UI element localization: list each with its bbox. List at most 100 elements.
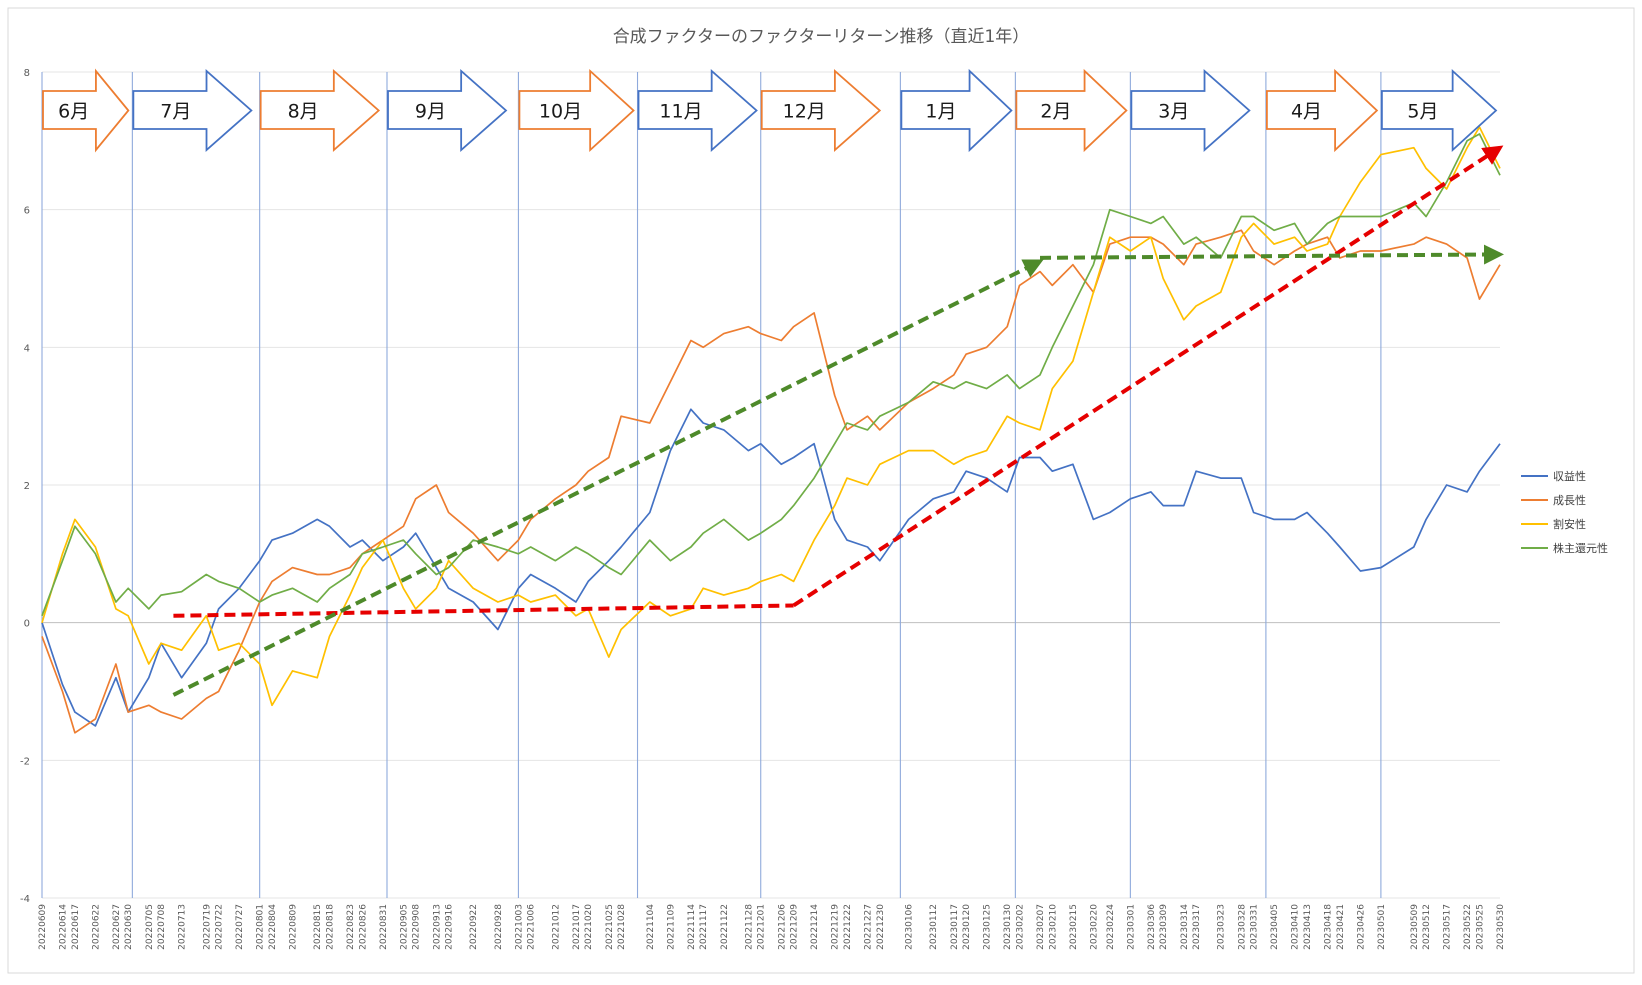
y-tick-label: -4	[20, 894, 30, 905]
month-arrow-9: 3月	[1130, 69, 1251, 152]
x-tick-label: 20220928	[494, 904, 504, 950]
series-line-3	[41, 133, 1501, 617]
month-arrow-shape	[1381, 68, 1498, 153]
x-tick-label: 20230215	[1069, 904, 1079, 950]
x-tick-label: 20230130	[1003, 904, 1013, 950]
trend-arrow-0	[173, 603, 794, 618]
x-tick-label: 20230525	[1475, 904, 1485, 950]
y-tick-label: 0	[24, 619, 30, 630]
x-tick-label: 20221227	[864, 904, 874, 950]
x-tick-label: 20220823	[346, 904, 356, 950]
x-tick-label: 20230106	[905, 904, 915, 950]
legend-label: 割安性	[1553, 517, 1586, 531]
x-tick-label: 20220809	[289, 904, 299, 950]
month-label: 7月	[160, 101, 191, 123]
x-tick-label: 20220804	[268, 904, 278, 950]
month-label: 1月	[925, 101, 956, 123]
trend-arrow-3	[1039, 244, 1504, 265]
x-tick-label: 20230220	[1089, 904, 1099, 950]
y-tick-label: 8	[24, 68, 30, 79]
month-label: 4月	[1291, 101, 1322, 123]
x-tick-label: 20230120	[962, 904, 972, 950]
month-label: 6月	[58, 101, 89, 123]
x-tick-label: 20221209	[790, 904, 800, 950]
x-tick-label: 20221109	[666, 904, 676, 950]
month-arrow-shape	[259, 69, 381, 152]
x-tick-label: 20220614	[59, 904, 69, 950]
x-axis-ticks: 20220609 20220614 20220617 20220622 20220627…	[38, 904, 1506, 950]
x-tick-label: 20220722	[215, 904, 225, 950]
x-tick-label: 20230512	[1422, 904, 1432, 950]
y-tick-label: 4	[24, 343, 30, 354]
legend-entry-3: 株主還元性	[1521, 541, 1608, 555]
x-tick-label: 20221104	[646, 904, 656, 950]
x-tick-label: 20220908	[412, 904, 422, 950]
month-arrow-shape	[1266, 68, 1379, 153]
trend-arrow-1	[792, 145, 1504, 608]
x-tick-label: 20230405	[1270, 904, 1280, 950]
x-tick-label: 20230317	[1192, 904, 1202, 950]
chart-title: 合成ファクターのファクターリターン推移（直近1年）	[613, 27, 1030, 47]
x-tick-label: 20221219	[831, 904, 841, 950]
x-tick-label: 20230314	[1180, 904, 1190, 950]
x-tick-label: 20221025	[605, 904, 615, 950]
y-tick-label: -2	[20, 756, 30, 767]
x-tick-label: 20220831	[379, 904, 389, 950]
month-arrow-1: 7月	[132, 69, 253, 152]
month-arrow-labels: 6月 7月 8月 9月 10月 11月 12月 1月 2月 3月 4月 5月	[42, 68, 1498, 153]
x-tick-label: 20230418	[1324, 904, 1334, 950]
month-arrow-2: 8月	[259, 69, 381, 152]
x-tick-label: 20230210	[1048, 904, 1058, 950]
x-tick-label: 20230530	[1496, 904, 1506, 950]
x-tick-label: 20221003	[514, 904, 524, 950]
month-arrow-11: 5月	[1381, 68, 1498, 153]
x-tick-label: 20221017	[572, 904, 582, 950]
x-tick-label: 20220818	[325, 904, 335, 950]
x-tick-label: 20221012	[551, 904, 561, 950]
x-tick-label: 20220705	[145, 904, 155, 950]
x-tick-label: 20230112	[929, 904, 939, 950]
month-label: 11月	[659, 101, 702, 123]
x-tick-label: 20220609	[38, 904, 48, 950]
month-label: 5月	[1407, 101, 1438, 123]
month-arrow-3: 9月	[387, 69, 508, 152]
x-tick-label: 20220627	[112, 904, 122, 950]
x-tick-label: 20221020	[584, 904, 594, 950]
month-arrow-shape	[42, 68, 130, 153]
legend-entry-0: 収益性	[1521, 469, 1586, 483]
month-arrow-shape	[760, 69, 882, 152]
x-tick-label: 20230306	[1147, 904, 1157, 950]
x-tick-label: 20221201	[757, 904, 767, 950]
x-tick-label: 20220713	[178, 904, 188, 950]
x-tick-label: 20230125	[983, 904, 993, 950]
month-arrow-5: 11月	[637, 69, 758, 152]
x-tick-label: 20221114	[687, 904, 697, 950]
x-tick-label: 20230323	[1217, 904, 1227, 950]
month-arrow-shape	[900, 68, 1013, 153]
x-tick-label: 20230421	[1336, 904, 1346, 950]
x-tick-label: 20221028	[617, 904, 627, 950]
x-tick-label: 20230207	[1036, 904, 1046, 950]
x-tick-label: 20230509	[1410, 904, 1420, 950]
x-tick-label: 20230331	[1250, 904, 1260, 950]
x-tick-label: 20230410	[1291, 904, 1301, 950]
x-tick-label: 20230224	[1106, 904, 1116, 950]
x-tick-label: 20220622	[91, 904, 101, 950]
month-arrow-8: 2月	[1015, 68, 1128, 153]
x-tick-label: 20230117	[950, 904, 960, 950]
x-tick-label: 20221222	[843, 904, 853, 950]
x-tick-label: 20220815	[313, 904, 323, 950]
x-tick-label: 20230328	[1237, 904, 1247, 950]
month-label: 3月	[1158, 101, 1189, 123]
x-tick-label: 20220630	[124, 904, 134, 950]
x-tick-label: 20230426	[1356, 904, 1366, 950]
trend-arrows	[172, 145, 1504, 697]
trend-arrow-2	[172, 259, 1044, 697]
x-tick-label: 20230413	[1303, 904, 1313, 950]
month-arrow-7: 1月	[900, 68, 1013, 153]
x-tick-label: 20221006	[527, 904, 537, 950]
series-line-2	[41, 126, 1501, 707]
month-arrow-shape	[637, 69, 758, 152]
